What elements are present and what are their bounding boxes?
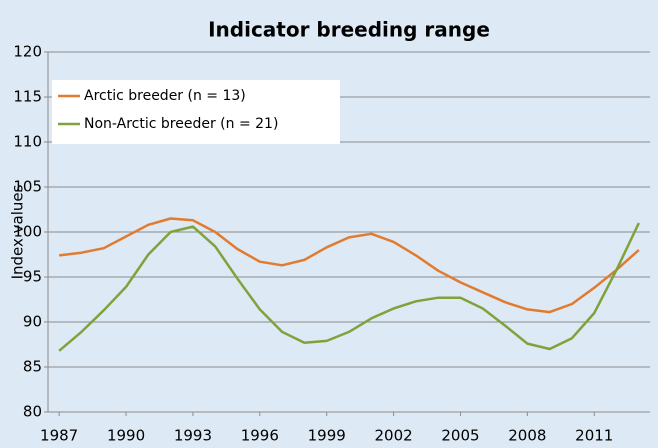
y-tick-label: 110	[13, 133, 42, 151]
chart-title: Indicator breeding range	[208, 18, 490, 42]
x-tick-label: 2008	[508, 427, 546, 445]
y-tick-label: 115	[13, 88, 42, 106]
x-tick-label: 1990	[107, 427, 145, 445]
y-tick-label: 85	[23, 358, 42, 376]
x-tick-label: 1996	[241, 427, 279, 445]
y-axis-label: Index values	[9, 184, 27, 279]
legend-label: Non-Arctic breeder (n = 21)	[84, 116, 278, 132]
x-tick-label: 1987	[40, 427, 78, 445]
legend-label: Arctic breeder (n = 13)	[84, 88, 246, 104]
x-tick-label: 2005	[441, 427, 479, 445]
legend-box	[52, 80, 340, 144]
x-tick-label: 2011	[575, 427, 613, 445]
x-tick-label: 2002	[374, 427, 412, 445]
series-line	[58, 222, 640, 352]
y-tick-label: 105	[13, 178, 42, 196]
series-line	[58, 217, 640, 314]
y-tick-label: 120	[13, 43, 42, 61]
y-tick-label: 100	[13, 223, 42, 241]
x-tick-label: 1993	[174, 427, 212, 445]
y-tick-label: 95	[23, 268, 42, 286]
y-tick-label: 80	[23, 403, 42, 421]
y-tick-label: 90	[23, 313, 42, 331]
x-tick-label: 1999	[308, 427, 346, 445]
